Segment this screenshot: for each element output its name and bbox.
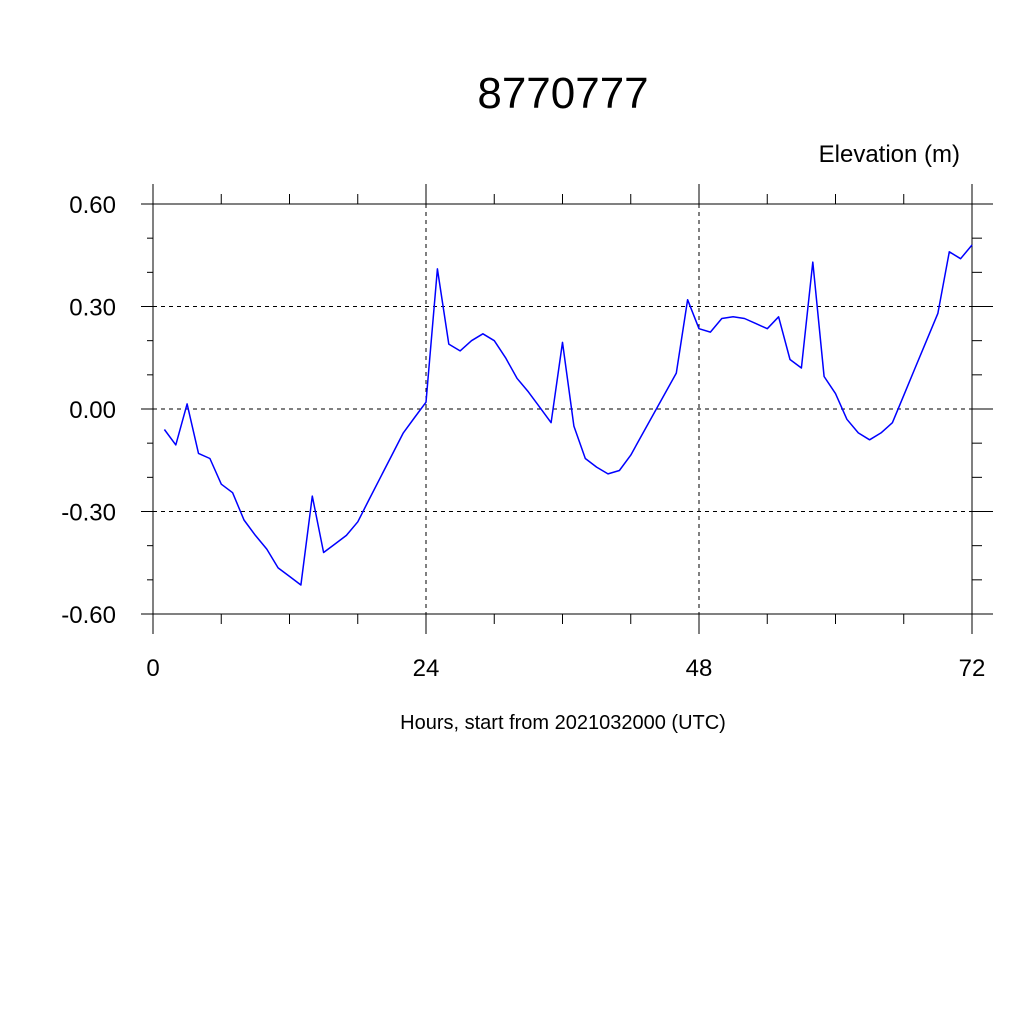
unit-label: Elevation (m) — [819, 141, 960, 168]
series-line-0 — [163, 244, 973, 586]
y-tick-label-3: 0.30 — [69, 295, 116, 322]
y-tick-label-4: 0.60 — [69, 192, 116, 219]
x-tick-label-2: 48 — [686, 655, 713, 682]
x-tick-label-0: 0 — [146, 655, 159, 682]
series-group — [163, 244, 973, 586]
chart-title: 8770777 — [477, 69, 648, 118]
y-tick-label-2: 0.00 — [69, 397, 116, 424]
axis-ticks — [141, 184, 993, 634]
x-tick-label-3: 72 — [959, 655, 986, 682]
x-tick-label-1: 24 — [413, 655, 440, 682]
y-tick-label-1: -0.30 — [61, 500, 116, 527]
tick-labels: -0.60 -0.30 0.00 0.30 0.60 0 24 48 72 — [61, 192, 985, 682]
x-axis-label: Hours, start from 2021032000 (UTC) — [400, 712, 726, 734]
y-tick-label-0: -0.60 — [61, 602, 116, 629]
